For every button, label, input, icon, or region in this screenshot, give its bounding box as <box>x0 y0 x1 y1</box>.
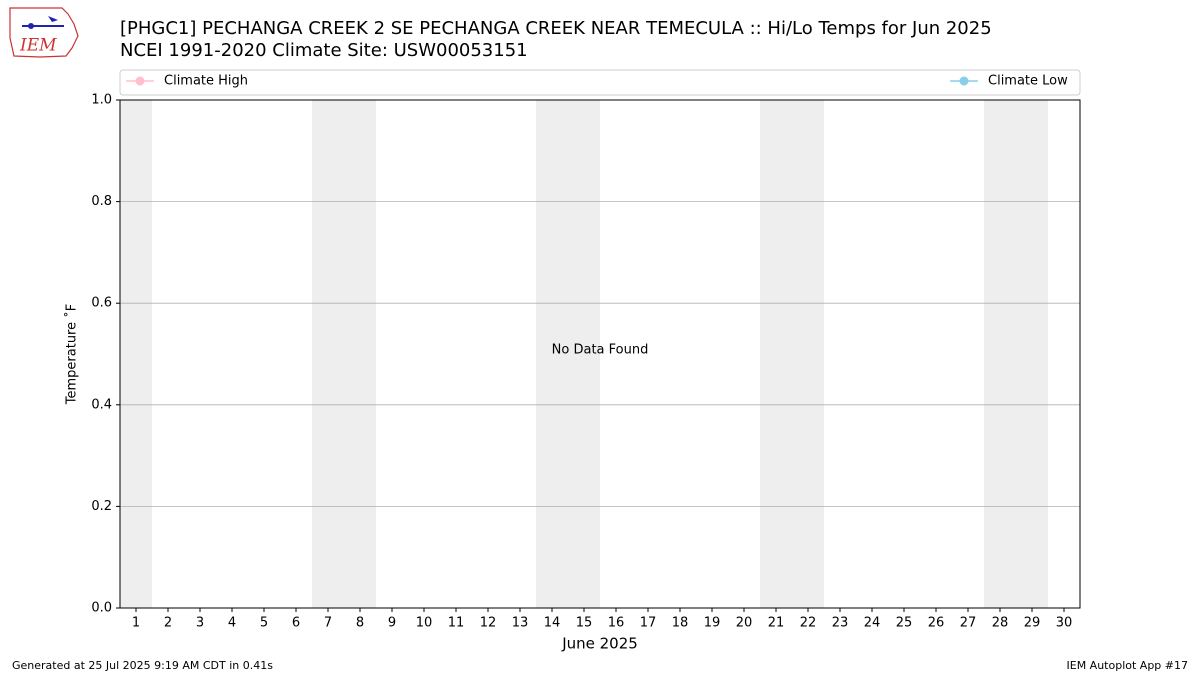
weekend-band <box>568 100 600 608</box>
y-tick-label: 0.0 <box>91 601 112 616</box>
x-tick-label: 9 <box>388 616 396 631</box>
x-tick-label: 1 <box>132 616 140 631</box>
chart-subtitle: NCEI 1991-2020 Climate Site: USW00053151 <box>120 40 528 61</box>
logo: IEM <box>9 7 79 58</box>
x-tick-label: 22 <box>800 616 817 631</box>
weekend-band <box>344 100 376 608</box>
x-tick-label: 6 <box>292 616 300 631</box>
logo-outline <box>9 7 79 58</box>
plot-frame <box>119 99 1081 609</box>
x-tick-label: 23 <box>832 616 849 631</box>
x-tick-label: 5 <box>260 616 268 631</box>
x-tick-label: 7 <box>324 616 332 631</box>
x-tick-label: 19 <box>704 616 721 631</box>
weekend-band <box>312 100 344 608</box>
x-tick-label: 13 <box>512 616 529 631</box>
weekend-band <box>792 100 824 608</box>
footer-right: IEM Autoplot App #17 <box>1067 659 1189 672</box>
x-tick-label: 26 <box>928 616 945 631</box>
logo-flag <box>48 16 58 22</box>
y-tick-label: 0.4 <box>91 397 112 412</box>
y-axis-label: Temperature ˚F <box>64 304 80 405</box>
y-tick-label: 0.2 <box>91 499 112 514</box>
footer-left: Generated at 25 Jul 2025 9:19 AM CDT in … <box>12 659 273 672</box>
x-tick-label: 10 <box>416 616 433 631</box>
x-tick-label: 25 <box>896 616 913 631</box>
x-tick-label: 28 <box>992 616 1009 631</box>
x-tick-label: 8 <box>356 616 364 631</box>
x-tick-label: 4 <box>228 616 236 631</box>
annotation: No Data Found <box>552 343 649 358</box>
weekend-band <box>1016 100 1048 608</box>
x-tick-label: 29 <box>1024 616 1041 631</box>
x-axis-label: June 2025 <box>561 635 638 653</box>
x-tick-label: 11 <box>448 616 465 631</box>
x-tick-label: 17 <box>640 616 657 631</box>
x-tick-label: 18 <box>672 616 689 631</box>
chart-title: [PHGC1] PECHANGA CREEK 2 SE PECHANGA CRE… <box>120 18 992 39</box>
x-tick-label: 30 <box>1056 616 1073 631</box>
x-tick-label: 27 <box>960 616 977 631</box>
x-tick-label: 3 <box>196 616 204 631</box>
legend-label: Climate Low <box>988 74 1068 89</box>
legend-marker <box>135 76 145 86</box>
x-tick-label: 12 <box>480 616 497 631</box>
x-tick-label: 15 <box>576 616 593 631</box>
weekend-band <box>984 100 1016 608</box>
weekend-band <box>760 100 792 608</box>
weekend-band <box>120 100 152 608</box>
y-tick-label: 1.0 <box>91 93 112 108</box>
x-tick-label: 16 <box>608 616 625 631</box>
logo-text: IEM <box>19 36 57 56</box>
logo-dot <box>28 23 34 29</box>
legend-box <box>119 69 1081 96</box>
legend-label: Climate High <box>164 74 248 89</box>
x-tick-label: 24 <box>864 616 881 631</box>
x-tick-label: 21 <box>768 616 785 631</box>
x-tick-label: 20 <box>736 616 753 631</box>
y-tick-label: 0.8 <box>91 194 112 209</box>
x-tick-label: 2 <box>164 616 172 631</box>
y-tick-label: 0.6 <box>91 296 112 311</box>
weekend-band <box>536 100 568 608</box>
legend-marker <box>959 76 969 86</box>
x-tick-label: 14 <box>544 616 561 631</box>
